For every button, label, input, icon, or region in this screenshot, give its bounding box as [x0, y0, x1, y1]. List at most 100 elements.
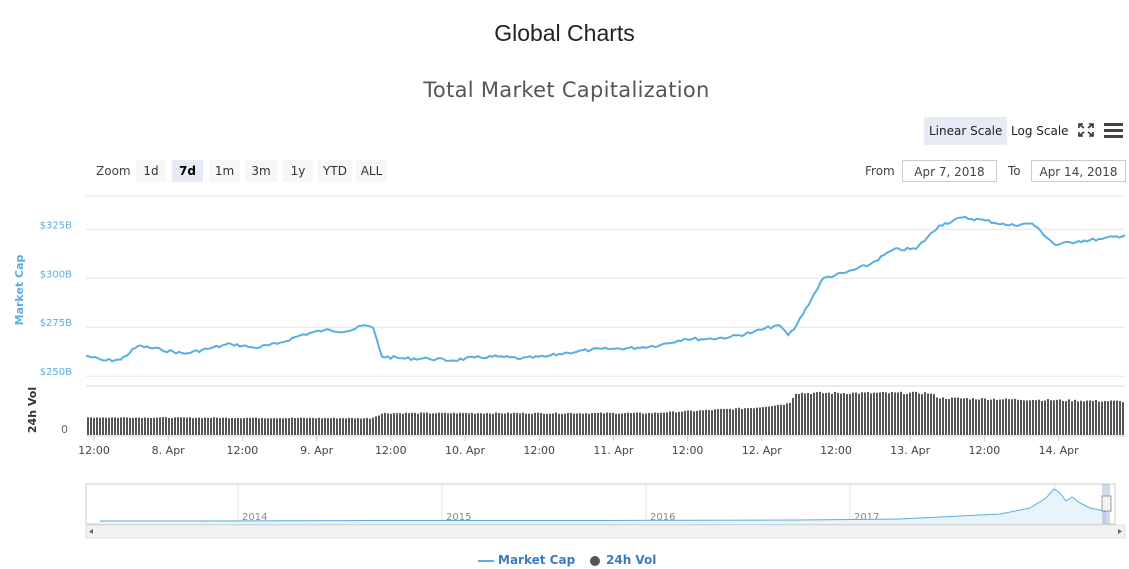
volume-bar	[501, 413, 503, 435]
volume-bar	[903, 394, 905, 435]
volume-bar	[195, 417, 197, 435]
volume-bar	[984, 398, 986, 435]
volume-bar	[564, 413, 566, 435]
volume-bar	[570, 413, 572, 435]
volume-bar	[237, 417, 239, 435]
volume-bar	[777, 404, 779, 435]
volume-bar	[765, 406, 767, 435]
volume-bar	[594, 412, 596, 435]
volume-bar	[528, 413, 530, 435]
volume-bar	[993, 398, 995, 435]
volume-bar	[948, 399, 950, 435]
volume-bar	[612, 412, 614, 435]
volume-bar	[771, 406, 773, 435]
volume-bar	[318, 417, 320, 435]
zoom-1y-button[interactable]: 1y	[283, 160, 313, 182]
volume-bar	[498, 412, 500, 435]
volume-bar	[324, 417, 326, 435]
volume-bar	[990, 399, 992, 435]
volume-bar	[114, 417, 116, 435]
volume-bar	[966, 398, 968, 435]
volume-bar	[600, 412, 602, 435]
volume-bar	[348, 417, 350, 435]
volume-bar	[960, 398, 962, 435]
volume-bar	[1086, 400, 1088, 435]
volume-bar	[120, 417, 122, 435]
volume-bar	[1014, 398, 1016, 435]
volume-bar	[972, 398, 974, 435]
volume-bar	[702, 410, 704, 435]
volume-bar	[1002, 399, 1004, 435]
zoom-7d-button[interactable]: 7d	[172, 160, 203, 182]
volume-bar	[846, 394, 848, 435]
from-date-input[interactable]: Apr 7, 2018	[902, 160, 997, 182]
volume-bar	[117, 417, 119, 435]
volume-bar	[243, 418, 245, 435]
volume-bar	[681, 411, 683, 435]
volume-bar	[813, 392, 815, 435]
volume-bar	[375, 416, 377, 435]
volume-bar	[840, 393, 842, 435]
volume-bar	[783, 404, 785, 435]
volume-bar	[582, 413, 584, 435]
volume-bar	[105, 417, 107, 435]
volume-bar	[975, 399, 977, 435]
volume-bar	[180, 417, 182, 435]
volume-bar	[663, 412, 665, 435]
volume-bar	[423, 412, 425, 435]
zoom-1d-button[interactable]: 1d	[136, 160, 166, 182]
menu-icon[interactable]	[1104, 122, 1123, 138]
volume-bar	[1059, 399, 1061, 435]
scroll-right-icon[interactable]	[1118, 529, 1122, 534]
volume-bar	[897, 392, 899, 435]
volume-bar	[642, 413, 644, 435]
volume-bar	[264, 418, 266, 435]
legend-label-24h-vol: 24h Vol	[606, 553, 657, 567]
volume-bar	[192, 418, 194, 435]
volume-bar	[231, 418, 233, 435]
volume-bar	[363, 418, 365, 435]
log-scale-button[interactable]: Log Scale	[1011, 124, 1069, 138]
legend-item-market-cap[interactable]: Market Cap	[478, 553, 575, 567]
volume-bar	[141, 418, 143, 435]
y-tick-label: $325B	[40, 220, 72, 231]
zoom-ytd-button[interactable]: YTD	[318, 160, 352, 182]
volume-bar	[690, 410, 692, 435]
volume-bar	[855, 392, 857, 435]
volume-bar	[432, 413, 434, 435]
volume-bar	[333, 417, 335, 435]
volume-bar	[183, 417, 185, 435]
volume-bar	[900, 391, 902, 435]
linear-scale-button[interactable]: Linear Scale	[924, 117, 1008, 145]
volume-bar	[987, 399, 989, 435]
volume-bar	[225, 417, 227, 435]
volume-bar	[240, 418, 242, 435]
volume-bar	[159, 417, 161, 435]
y-axis-title: Market Cap	[13, 255, 26, 326]
fullscreen-icon[interactable]	[1077, 122, 1095, 138]
zoom-1m-button[interactable]: 1m	[209, 160, 240, 182]
volume-bar	[531, 413, 533, 435]
navigator-handle[interactable]	[1101, 495, 1112, 512]
legend-item-24h-vol[interactable]: 24h Vol	[590, 553, 656, 567]
volume-bar	[579, 413, 581, 435]
volume-bar	[1056, 399, 1058, 435]
volume-bar	[1005, 398, 1007, 435]
to-date-input[interactable]: Apr 14, 2018	[1031, 160, 1126, 182]
zoom-3m-button[interactable]: 3m	[245, 160, 277, 182]
scroll-left-icon[interactable]	[89, 529, 93, 534]
volume-bar	[945, 398, 947, 435]
legend-label-market-cap: Market Cap	[498, 553, 576, 567]
chart-title: Total Market Capitalization	[423, 78, 710, 102]
volume-bar	[1065, 401, 1067, 435]
zoom-all-button[interactable]: ALL	[356, 160, 387, 182]
volume-bar	[1116, 400, 1118, 435]
volume-bar	[1104, 401, 1106, 435]
volume-bar	[906, 394, 908, 435]
volume-bar	[228, 418, 230, 435]
volume-bar	[519, 413, 521, 435]
volume-bar	[1107, 401, 1109, 435]
volume-bar	[1062, 400, 1064, 435]
volume-bar	[699, 410, 701, 435]
volume-bar	[750, 408, 752, 435]
